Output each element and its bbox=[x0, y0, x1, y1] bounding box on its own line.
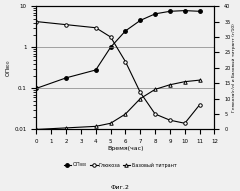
Глюкоза bbox=[65, 23, 67, 26]
Y-axis label: Глюкоза(г/л) и Базовый титрант (г/10): Глюкоза(г/л) и Базовый титрант (г/10) bbox=[232, 23, 236, 112]
Line: Базовый титрант: Базовый титрант bbox=[35, 78, 201, 131]
Text: Фиг.2: Фиг.2 bbox=[111, 185, 129, 190]
Глюкоза bbox=[124, 61, 127, 63]
Базовый титрант bbox=[198, 79, 201, 81]
Базовый титрант bbox=[124, 113, 127, 115]
ОП$_{800}$ bbox=[154, 13, 156, 15]
Y-axis label: ОП$_{800}$: ОП$_{800}$ bbox=[4, 59, 13, 77]
Базовый титрант bbox=[109, 122, 112, 124]
ОП$_{800}$ bbox=[94, 69, 97, 71]
Базовый титрант bbox=[65, 127, 67, 129]
Базовый титрант bbox=[154, 88, 156, 91]
Глюкоза bbox=[183, 122, 186, 124]
ОП$_{800}$ bbox=[183, 9, 186, 12]
Глюкоза bbox=[94, 27, 97, 29]
Глюкоза bbox=[198, 104, 201, 106]
Глюкоза bbox=[168, 119, 171, 121]
ОП$_{800}$ bbox=[139, 19, 142, 22]
Глюкоза bbox=[35, 20, 38, 23]
Глюкоза bbox=[139, 91, 142, 94]
Line: ОП$_{800}$: ОП$_{800}$ bbox=[35, 9, 201, 90]
ОП$_{800}$ bbox=[109, 46, 112, 48]
ОП$_{800}$ bbox=[35, 87, 38, 90]
Line: Глюкоза: Глюкоза bbox=[35, 20, 201, 125]
Глюкоза bbox=[154, 113, 156, 115]
Базовый титрант bbox=[139, 97, 142, 100]
Базовый титрант bbox=[35, 128, 38, 131]
Базовый титрант bbox=[94, 125, 97, 128]
Legend: ОП$_{800}$, Глюкоза, Базовый титрант: ОП$_{800}$, Глюкоза, Базовый титрант bbox=[62, 159, 178, 171]
ОП$_{800}$ bbox=[124, 30, 127, 32]
Базовый титрант bbox=[168, 84, 171, 86]
Базовый титрант bbox=[183, 81, 186, 83]
ОП$_{800}$ bbox=[198, 10, 201, 12]
ОП$_{800}$ bbox=[65, 77, 67, 79]
Глюкоза bbox=[109, 36, 112, 38]
ОП$_{800}$ bbox=[168, 10, 171, 12]
X-axis label: Время(час): Время(час) bbox=[107, 146, 144, 151]
